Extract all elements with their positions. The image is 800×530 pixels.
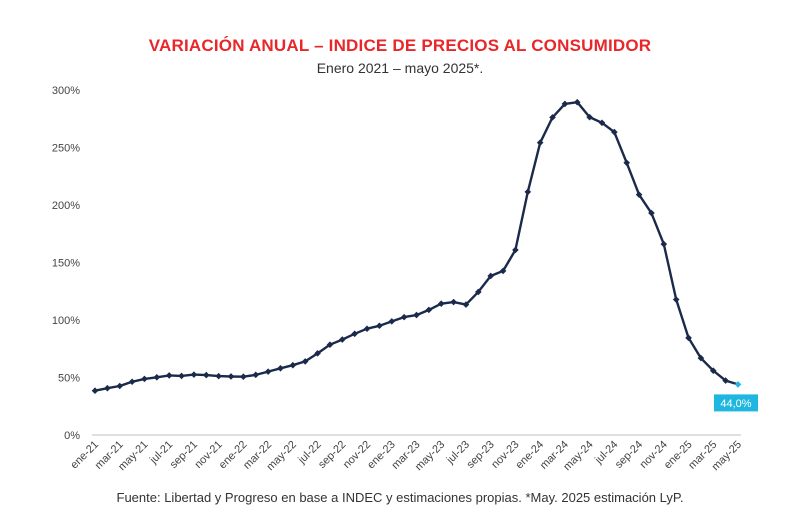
y-tick-label: 250% (52, 143, 80, 155)
data-point (648, 209, 655, 217)
data-point (363, 325, 371, 333)
data-point (709, 367, 717, 375)
data-point (326, 341, 334, 349)
y-tick-label: 100% (52, 315, 80, 327)
data-point (672, 296, 680, 303)
data-point (573, 98, 581, 106)
data-point (697, 354, 705, 362)
data-point (623, 159, 631, 167)
y-tick-label: 200% (52, 200, 80, 212)
data-point (660, 240, 668, 248)
data-point (413, 311, 420, 319)
highlight-point (734, 381, 742, 388)
highlight-label-box (714, 394, 758, 412)
data-point (487, 272, 494, 280)
data-point (561, 100, 569, 108)
data-point (178, 372, 185, 380)
data-point (549, 114, 556, 121)
data-point (524, 188, 532, 196)
data-point (611, 128, 618, 136)
data-point (437, 300, 445, 307)
y-tick-label: 0% (64, 430, 80, 442)
y-axis: 0% 50% 100% 150% 200% 250% 300% (52, 85, 80, 442)
chart-title: VARIACIÓN ANUAL – INDICE DE PRECIOS AL C… (148, 36, 652, 55)
data-point (116, 382, 124, 390)
data-point (240, 373, 247, 380)
data-point (252, 371, 260, 379)
data-point (165, 372, 173, 379)
data-point (277, 365, 284, 372)
data-point (685, 334, 692, 342)
data-point (215, 372, 222, 380)
data-point (339, 336, 346, 343)
data-point (289, 361, 297, 369)
y-tick-label: 50% (58, 373, 80, 385)
data-point (351, 330, 358, 338)
data-point (536, 139, 544, 146)
source-note: Fuente: Libertad y Progreso en base a IN… (116, 490, 684, 505)
highlight-data-label: 44,0% (720, 398, 751, 410)
data-point (722, 377, 729, 384)
data-point (388, 318, 396, 325)
data-point (202, 371, 210, 379)
data-point (190, 371, 198, 378)
series-ipc (91, 98, 742, 395)
data-point (104, 384, 111, 392)
data-point (635, 191, 643, 198)
y-tick-label: 300% (52, 85, 80, 97)
data-point (475, 288, 482, 296)
data-point (227, 373, 235, 380)
data-point (128, 378, 136, 386)
data-point (264, 368, 272, 375)
highlight-group: 44,0% (714, 394, 758, 412)
data-point (450, 298, 457, 306)
series-line (94, 100, 739, 392)
data-point (598, 119, 606, 127)
data-point (314, 350, 321, 357)
data-point (91, 387, 99, 395)
data-point (301, 358, 309, 365)
chart-subtitle: Enero 2021 – mayo 2025*. (316, 60, 484, 76)
data-point (141, 375, 148, 383)
data-point (512, 246, 519, 254)
y-tick-label: 150% (52, 258, 80, 270)
x-axis: ene-21mar-21may-21jul-21sep-21nov-21ene-… (68, 434, 744, 473)
data-point (499, 267, 507, 275)
data-point (376, 322, 383, 330)
data-point (462, 301, 470, 308)
data-point (586, 113, 593, 121)
data-point (425, 306, 433, 314)
data-point (153, 373, 161, 381)
data-point (400, 313, 408, 321)
